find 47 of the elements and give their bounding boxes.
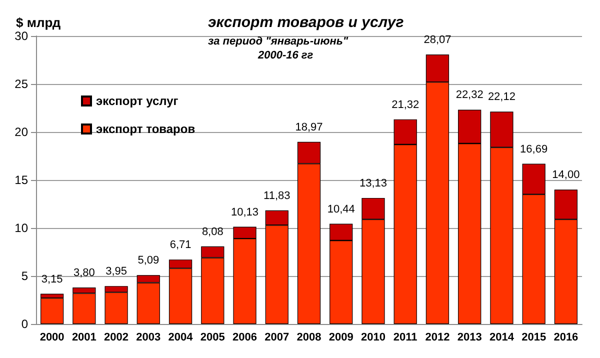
- legend-label: экспорт услуг: [96, 94, 178, 108]
- total-label: 8,08: [202, 226, 224, 238]
- total-label: 6,71: [170, 239, 192, 252]
- x-tick-label: 2007: [264, 332, 290, 344]
- total-label: 3,95: [106, 266, 128, 278]
- x-tick-label: 2012: [425, 332, 450, 344]
- chart-title: экспорт товаров и услуг: [208, 14, 404, 31]
- x-tick-label: 2002: [104, 332, 129, 344]
- x-tick-label: 2013: [457, 332, 482, 344]
- total-label: 14,00: [552, 169, 580, 182]
- total-label: 28,07: [424, 34, 452, 46]
- annotation: 2000-16 гг: [257, 50, 314, 62]
- x-tick-label: 2006: [232, 332, 258, 344]
- x-tick-label: 2008: [296, 332, 322, 344]
- total-label: 3,15: [41, 273, 63, 286]
- x-tick-label: 2003: [136, 332, 161, 344]
- x-tick-label: 2004: [168, 332, 194, 344]
- y-tick-label: 0: [21, 317, 28, 331]
- chart-subtitle: за период "январь-июнь": [208, 36, 349, 48]
- x-tick-label: 2005: [200, 332, 225, 344]
- y-axis-title: $ млрд: [16, 15, 62, 30]
- y-tick-label: 10: [14, 221, 28, 235]
- y-tick-label: 30: [14, 29, 28, 43]
- x-tick-label: 2016: [554, 332, 578, 344]
- x-tick-label: 2009: [328, 332, 354, 344]
- y-tick-label: 20: [14, 125, 28, 139]
- x-tick-label: 2011: [393, 332, 418, 344]
- total-label: 5,09: [138, 254, 160, 267]
- total-label: 3,80: [73, 267, 95, 280]
- x-tick-label: 2000: [40, 332, 64, 344]
- total-label: 18,97: [295, 121, 323, 134]
- x-tick-label: 2001: [72, 332, 96, 344]
- total-label: 16,69: [520, 143, 548, 156]
- x-tick-label: 2015: [522, 332, 546, 344]
- total-label: 10,13: [231, 206, 259, 218]
- total-label: 11,83: [264, 190, 290, 202]
- total-label: 13,13: [359, 177, 387, 190]
- y-tick-label: 15: [14, 173, 28, 187]
- x-tick-label: 2010: [360, 332, 386, 344]
- total-label: 21,32: [392, 98, 420, 111]
- total-label: 22,32: [456, 89, 484, 102]
- x-tick-label: 2014: [489, 332, 515, 344]
- y-tick-label: 5: [21, 269, 28, 283]
- y-tick-label: 25: [14, 77, 28, 91]
- total-label: 10,44: [327, 203, 355, 216]
- total-label: 22,12: [488, 91, 516, 104]
- legend-label: экспорт товаров: [96, 122, 196, 136]
